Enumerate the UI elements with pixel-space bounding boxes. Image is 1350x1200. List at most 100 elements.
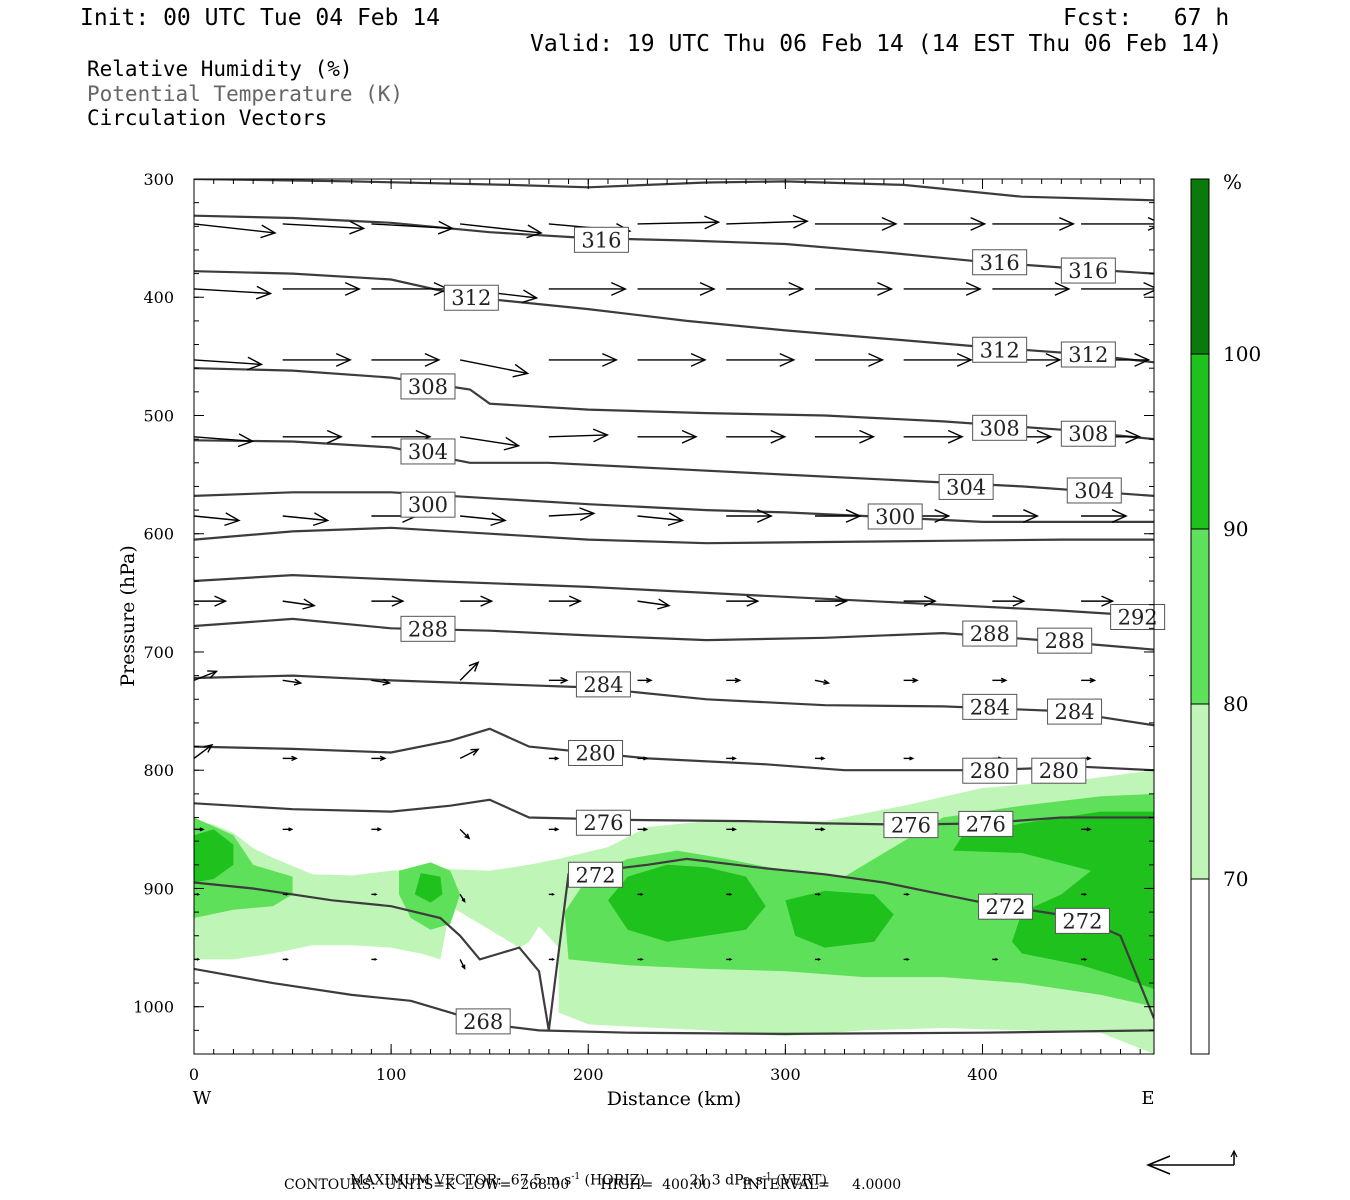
vector-0-2 [371,220,455,235]
y-tick-label-900: 900 [143,879,174,898]
axes: 300 400 500 600 700 800 900 1000 0 100 200 300 400 W E [133,170,1154,1109]
colorbar-label-90: 90 [1223,517,1248,541]
rh-region-90-6 [608,864,766,942]
colorbar-label-80: 80 [1223,692,1248,716]
vector-1-6 [726,282,805,296]
rh-shading [194,770,1154,1054]
vector-6-3 [459,661,480,681]
y-axis-label: Pressure (hPa) [117,545,139,687]
isentrope-label-280-0: 280 [575,741,615,765]
isentrope-label-316-1: 316 [980,251,1020,275]
vector-7-5 [637,756,649,761]
vector-9-7 [814,893,822,896]
colorbar-label-100: 100 [1223,342,1261,366]
isentrope-label-276-0: 276 [583,811,623,835]
vector-7-7 [814,756,826,761]
isentrope-label-box-316-1 [972,249,1028,276]
vector-10-10 [1081,958,1088,961]
y-tick-label-500: 500 [143,406,174,425]
x-tick-label-200: 200 [573,1065,604,1084]
vector-7-1 [282,755,298,762]
vector-4-5 [637,512,685,527]
isentrope-label-280-1: 280 [970,759,1010,783]
vector-4-1 [282,512,330,527]
isentrope-label-308-0: 308 [408,375,448,399]
vector-5-3 [460,595,494,607]
vector-9-0 [194,893,201,896]
vector-6-4 [548,676,569,684]
valid-time: Valid: 19 UTC Thu 06 Feb 14 (14 EST Thu … [530,31,1223,57]
isentrope-label-box-280-1 [962,757,1018,784]
colorbar-segment-4 [1191,879,1209,1054]
isentrope-label-box-272-1 [978,893,1034,920]
isentrope-label-292-0: 292 [1118,606,1158,630]
vector-5-6 [726,595,760,607]
isentrope-label-304-2: 304 [1074,479,1114,503]
isentrope-label-288-2: 288 [1045,629,1085,653]
colorbar: 100 90 80 70% [1190,170,1261,1055]
vector-3-6 [726,429,787,444]
vector-3-7 [814,429,876,444]
vector-5-0 [194,595,228,607]
isentrope-label-268-0: 268 [463,1010,503,1034]
isentrope-label-280-2: 280 [1039,759,1079,783]
isentrope-label-box-288-0 [400,615,456,642]
isentrope-label-300-1: 300 [875,505,915,529]
vector-8-7 [814,827,826,832]
vector-9-6 [726,893,733,896]
vector-2-7 [814,352,885,367]
vector-0-9 [992,216,1076,231]
y-tick-label-1000: 1000 [133,998,174,1017]
vector-5-9 [992,595,1026,607]
legend-circulation-vectors: Circulation Vectors [87,106,328,130]
vector-2-6 [726,352,796,367]
isentrope-label-box-284-1 [962,693,1018,720]
isentrope-label-box-308-2 [1060,420,1116,447]
vector-8-3 [459,828,471,840]
vector-4-6 [726,509,773,523]
isentrope-label-box-272-0 [568,861,624,888]
rh-region-90-7 [785,890,894,948]
vector-5-8 [903,595,937,607]
isentrope-label-272-0: 272 [575,863,615,887]
vector-3-1 [282,429,343,444]
vector-1-8 [903,282,982,296]
isentrope-label-300-0: 300 [408,493,448,517]
colorbar-segment-1 [1191,354,1209,529]
isentrope-label-box-288-1 [962,620,1018,647]
vector-6-1 [282,678,303,686]
vector-3-0 [194,433,255,448]
isentrope-label-276-1: 276 [891,814,931,838]
isentrope-label-308-2: 308 [1068,422,1108,446]
vector-0-8 [903,216,987,231]
vector-8-0 [194,827,205,832]
isentrope-label-284-2: 284 [1055,700,1095,724]
vector-9-4 [548,893,556,896]
vector-9-8 [903,893,910,896]
x-tick-label-100: 100 [376,1065,407,1084]
vector-0-1 [282,220,366,235]
isentrope-292 [194,573,1154,618]
isentrope-label-316-2: 316 [1068,259,1108,283]
x-tick-label-400: 400 [967,1065,998,1084]
vector-2-1 [282,352,352,367]
vector-5-7 [814,595,849,607]
vector-9-10 [1081,893,1088,896]
vector-5-5 [637,598,671,610]
vector-8-6 [726,827,737,832]
isentrope-label-box-312-1 [972,336,1028,363]
plot-frame [193,178,1155,1055]
y-tick-label-800: 800 [143,761,174,780]
vector-3-8 [903,429,964,444]
colorbar-unit: % [1223,170,1242,194]
vector-6-8 [903,677,919,684]
vector-3-5 [637,429,698,444]
isentrope-label-box-280-0 [568,739,624,766]
vector-10-3 [459,959,466,970]
isentrope-label-288-1: 288 [970,622,1010,646]
vector-10-5 [637,958,644,961]
isentrope-label-box-308-1 [972,414,1028,441]
isentrope-label-box-288-2 [1037,627,1093,654]
vector-10-1 [282,958,289,961]
vector-7-2 [371,755,387,762]
